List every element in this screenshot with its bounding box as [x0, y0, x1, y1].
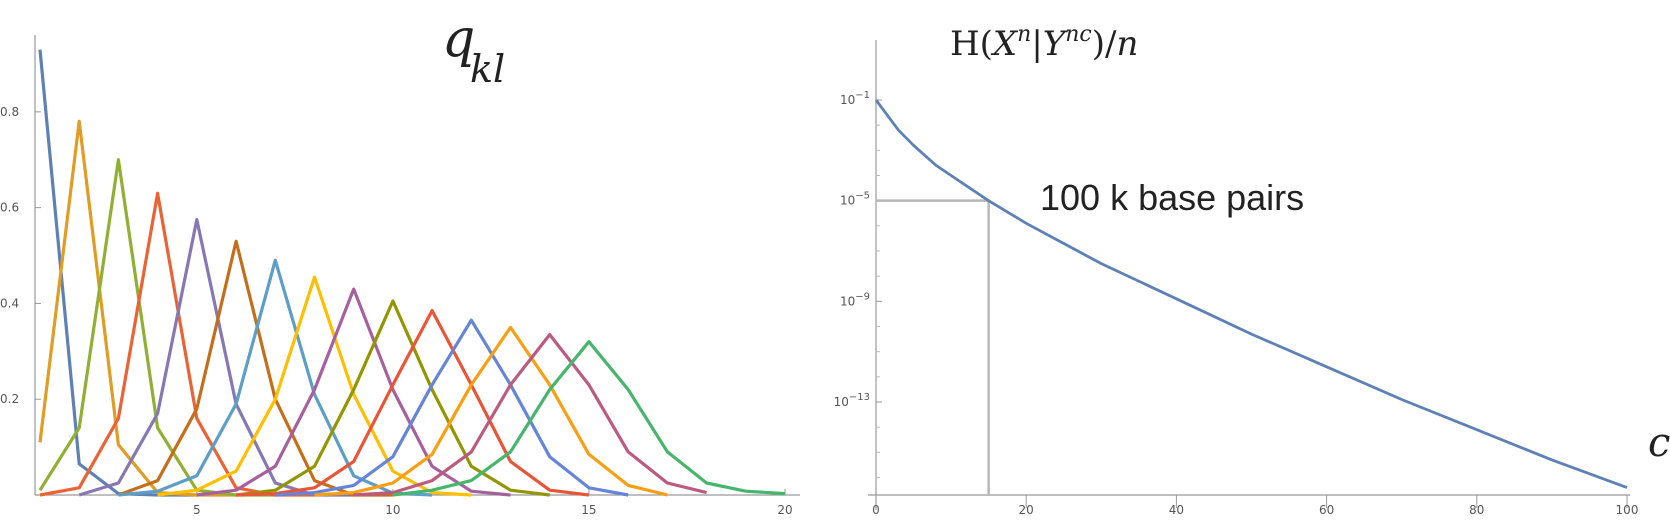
left-chart: q kl 5 10 15 20 0.2 0.4 0.6 0.8: [0, 9, 800, 517]
left-series: [38, 49, 786, 497]
right-series-line-1: [874, 99, 1628, 489]
right-x-tick-label: 60: [1319, 503, 1334, 517]
left-x-tick-label: 5: [193, 503, 201, 517]
left-title-main: q: [442, 9, 475, 69]
left-ticks: 5 10 15 20 0.2 0.4 0.6 0.8: [0, 105, 793, 517]
left-y-tick-label: 0.4: [0, 296, 19, 310]
right-title-ysup: nc: [1065, 22, 1092, 47]
right-y-tick-label: 10−13: [834, 392, 870, 409]
left-x-tick-label: 15: [581, 503, 596, 517]
right-x-label: c: [1648, 420, 1670, 466]
left-series-line-10: [235, 299, 550, 497]
left-series-line-13: [314, 325, 668, 497]
right-title: H(Xn|Ync)/n: [950, 22, 1138, 64]
right-guides: [876, 199, 990, 495]
right-series: [874, 99, 1628, 489]
right-title-y: Y: [1043, 24, 1069, 64]
left-series-line-6: [117, 239, 393, 497]
right-ticks: 0 20 40 60 80 100 10−1 10−5 10−9 10−13: [834, 90, 1639, 517]
right-annotation: 100 k base pairs: [1040, 177, 1304, 218]
right-title-n: n: [1116, 24, 1138, 64]
right-y-tick-label: 10−9: [840, 291, 870, 308]
left-title: q kl: [442, 9, 505, 91]
right-y-tick-label: 10−5: [840, 191, 870, 208]
left-x-tick-label: 10: [385, 503, 400, 517]
left-y-tick-label: 0.6: [0, 201, 19, 215]
left-series-line-12: [275, 318, 629, 497]
right-guide-line: [876, 199, 990, 495]
right-title-x: X: [990, 24, 1019, 64]
left-series-line-3: [38, 158, 276, 497]
left-series-line-15: [392, 340, 786, 497]
left-title-subscript: kl: [470, 47, 505, 91]
right-x-tick-label: 20: [1019, 503, 1034, 517]
right-title-close: )/: [1092, 24, 1117, 64]
right-x-tick-label: 0: [872, 503, 880, 517]
left-y-tick-label: 0.2: [0, 392, 19, 406]
right-x-tick-label: 80: [1469, 503, 1484, 517]
left-series-line-14: [353, 333, 707, 497]
right-title-bar: |: [1031, 24, 1042, 64]
right-title-xsup: n: [1017, 22, 1031, 47]
left-x-tick-label: 20: [777, 503, 792, 517]
right-title-h: H(: [950, 24, 993, 64]
right-x-tick-label: 40: [1169, 503, 1184, 517]
left-y-tick-label: 0.8: [0, 105, 19, 119]
right-title-text: H(Xn|Ync)/n: [950, 22, 1138, 64]
right-chart: H(Xn|Ync)/n 0 20 40 60 80 10010−110−510−910−1…: [834, 22, 1670, 517]
left-series-line-1: [38, 49, 197, 497]
right-y-tick-label: 10−1: [840, 90, 870, 107]
right-x-tick-label: 100: [1616, 503, 1639, 517]
left-series-line-11: [236, 309, 590, 497]
left-series-line-4: [39, 191, 315, 497]
